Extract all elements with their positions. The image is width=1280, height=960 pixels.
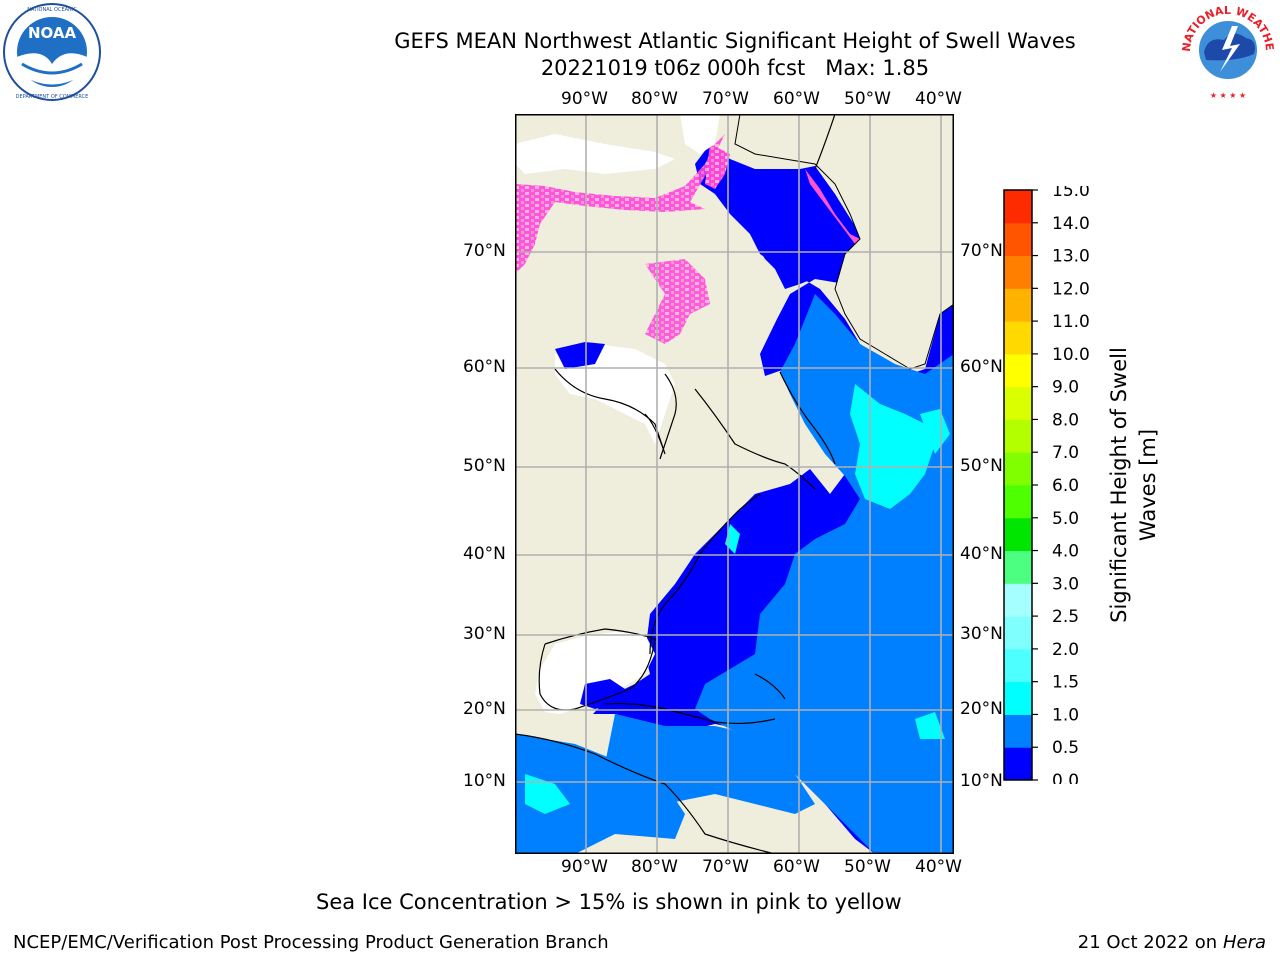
lon-label-top: 60°W (773, 89, 820, 109)
hudson-bay-blue (555, 342, 605, 369)
chart-title: GEFS MEAN Northwest Atlantic Significant… (394, 29, 1076, 53)
colorbar-tick-label: 7.0 (1052, 443, 1079, 463)
ocean-swell-high (915, 712, 945, 739)
colorbar-tick-label: 2.0 (1052, 640, 1079, 660)
noaa-logo: NOAA NATIONAL OCEANIC DEPARTMENT OF COMM… (2, 2, 102, 102)
nws-logo: NATIONAL WEATHER SERVICE ★ ★ ★ ★ (1172, 0, 1280, 104)
colorbar-tick-label: 12.0 (1052, 279, 1090, 299)
colorbar-tick-label: 8.0 (1052, 410, 1079, 430)
colorbar-segment (1004, 222, 1032, 257)
colorbar-label-text: Significant Height of Swell Waves [m] (1107, 347, 1160, 623)
colorbar-tick-label: 14.0 (1052, 214, 1090, 234)
colorbar-segment (1004, 714, 1032, 748)
colorbar-tick-label: 6.0 (1052, 476, 1079, 496)
svg-text:NATIONAL OCEANIC: NATIONAL OCEANIC (27, 7, 77, 13)
colorbar-segment (1004, 288, 1032, 322)
lat-label-left: 60°N (463, 357, 506, 377)
lon-label-top: 80°W (631, 89, 678, 109)
lat-label-left: 50°N (463, 456, 506, 476)
lat-label-right: 40°N (960, 544, 1003, 564)
colorbar-segment (1004, 747, 1032, 781)
colorbar-tick-label: 13.0 (1052, 247, 1090, 267)
sea-ice-white (680, 114, 720, 154)
lon-label-top: 70°W (702, 89, 749, 109)
sea-ice-hudson (645, 259, 710, 344)
colorbar-segment (1004, 648, 1032, 683)
sea-ice-greenland (705, 144, 730, 189)
noaa-logo-text: NOAA (28, 24, 77, 42)
sea-ice-east-greenland (805, 169, 860, 244)
colorbar-label: Significant Height of Swell Waves [m] (1104, 186, 1164, 784)
colorbar-segment (1004, 616, 1032, 650)
colorbar-tick-label: 0.5 (1052, 738, 1079, 758)
lon-label-bottom: 70°W (702, 857, 749, 877)
footer-host: Hera (1222, 932, 1266, 953)
hudson-bay (555, 344, 675, 444)
lat-label-right: 70°N (960, 241, 1003, 261)
map-frame (515, 114, 954, 854)
chart-subtitle: 20221019 t06z 000h fcst Max: 1.85 (540, 56, 930, 80)
colorbar-segment (1004, 485, 1032, 519)
lat-label-left: 20°N (463, 699, 506, 719)
ocean-swell-high (525, 774, 570, 814)
land-greenland (734, 114, 954, 370)
colorbar-segment (1004, 321, 1032, 355)
colorbar-tick-label: 3.0 (1052, 574, 1079, 594)
colorbar-segment (1004, 255, 1032, 289)
colorbar-segment (1004, 386, 1032, 420)
colorbar: 0.0 0.5 1.0 1.5 2.0 2.5 3.0 4.0 5.0 6.0 7.0 8.0 9.0 1… (1000, 181, 1110, 791)
lat-label-right: 30°N (960, 624, 1003, 644)
colorbar-segment (1004, 353, 1032, 388)
lon-label-bottom: 50°W (844, 857, 891, 877)
ocean-swell-high (850, 384, 935, 509)
colorbar-segment (1004, 583, 1032, 617)
colorbar-segment (1004, 419, 1032, 453)
colorbar-segment (1004, 550, 1032, 584)
gulf-of-mexico-blue (580, 679, 625, 709)
lon-label-bottom: 90°W (561, 857, 608, 877)
lon-label-top: 40°W (915, 89, 962, 109)
colorbar-tick-label: 2.5 (1052, 607, 1079, 627)
lon-label-bottom: 60°W (773, 857, 820, 877)
colorbar-tick-label: 11.0 (1052, 312, 1090, 332)
sea-ice-white (515, 134, 675, 174)
colorbar-tick-label: 0.0 (1052, 771, 1079, 784)
colorbar-tick-label: 1.0 (1052, 705, 1079, 725)
colorbar-tick-label: 9.0 (1052, 378, 1079, 398)
footer-date-text: 21 Oct 2022 on (1077, 932, 1223, 953)
lon-label-bottom: 80°W (631, 857, 678, 877)
lat-label-right: 20°N (960, 699, 1003, 719)
coastlines (515, 114, 836, 854)
svg-text:★ ★ ★ ★: ★ ★ ★ ★ (1210, 91, 1246, 100)
colorbar-tick-label: 10.0 (1052, 345, 1090, 365)
lat-label-left: 10°N (463, 771, 506, 791)
footer-branch: NCEP/EMC/Verification Post Processing Pr… (13, 932, 609, 953)
lat-label-left: 40°N (463, 544, 506, 564)
map-panel (515, 114, 954, 854)
lat-label-right: 50°N (960, 456, 1003, 476)
colorbar-segment (1004, 517, 1032, 552)
colorbar-segment (1004, 452, 1032, 486)
sea-ice-caption: Sea Ice Concentration > 15% is shown in … (316, 890, 902, 914)
gulf-of-mexico (535, 632, 655, 714)
lat-label-right: 10°N (960, 771, 1003, 791)
colorbar-tick-label: 15.0 (1052, 186, 1090, 201)
colorbar-tick-label: 5.0 (1052, 509, 1079, 529)
lon-label-top: 90°W (561, 89, 608, 109)
lat-label-right: 60°N (960, 357, 1003, 377)
svg-text:DEPARTMENT OF COMMERCE: DEPARTMENT OF COMMERCE (16, 94, 89, 100)
footer-date: 21 Oct 2022 on Hera (1078, 932, 1266, 953)
colorbar-tick-label: 1.5 (1052, 673, 1079, 693)
colorbar-segment (1004, 190, 1032, 224)
sea-ice-arctic (515, 134, 725, 274)
lat-label-left: 70°N (463, 241, 506, 261)
graticule (515, 114, 954, 854)
lon-label-top: 50°W (844, 89, 891, 109)
ocean-swell-mid-caribbean (515, 734, 685, 854)
colorbar-tick-label: 4.0 (1052, 542, 1079, 562)
lon-label-bottom: 40°W (915, 857, 962, 877)
ocean-swell-high (920, 409, 950, 454)
lat-label-left: 30°N (463, 624, 506, 644)
colorbar-segment (1004, 681, 1032, 715)
